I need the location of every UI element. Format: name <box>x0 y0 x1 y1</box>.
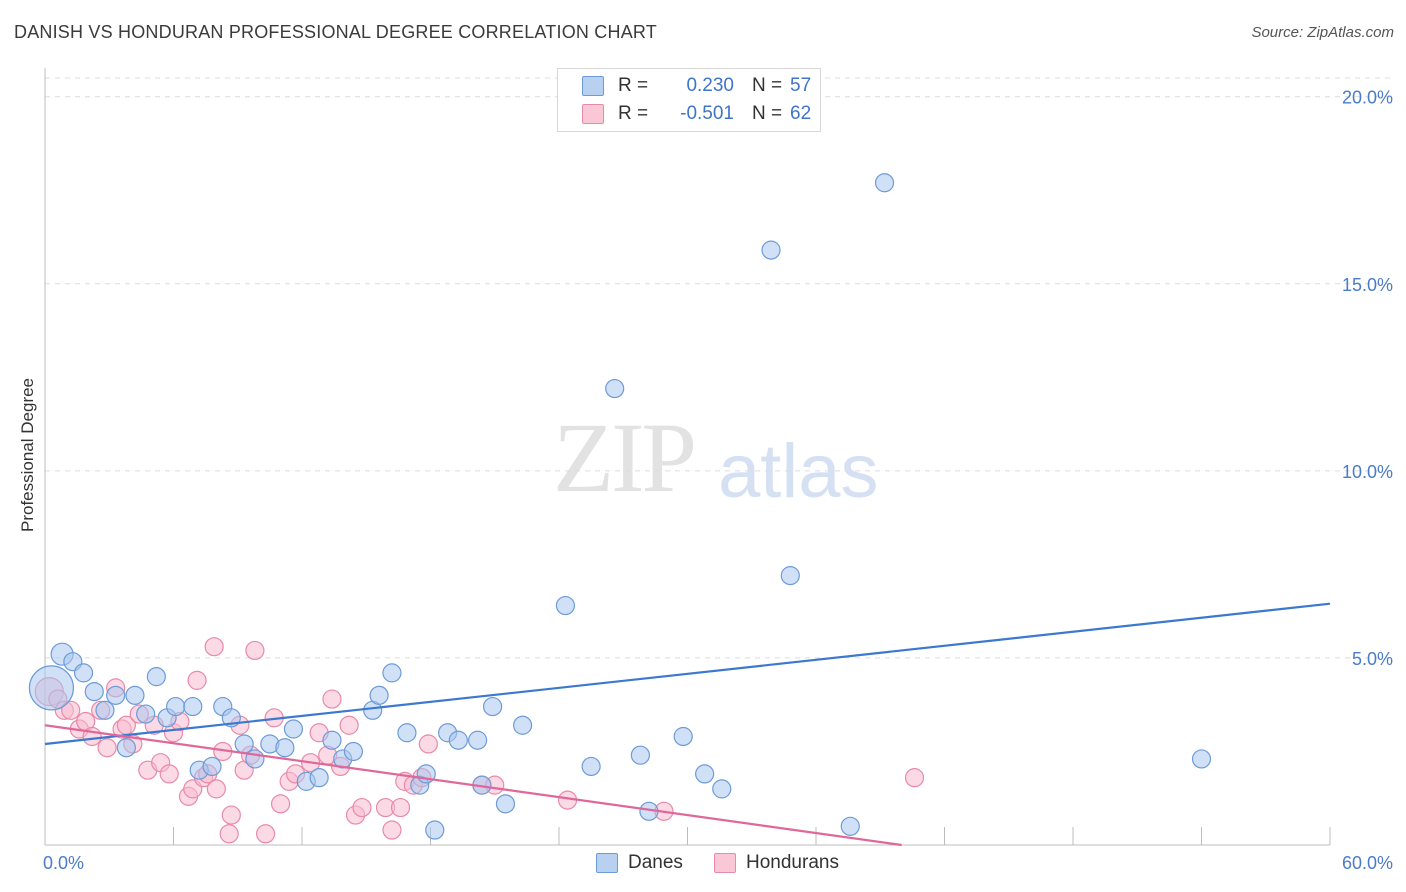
hondurans-trend-line <box>44 724 902 847</box>
danes-point <box>761 240 781 260</box>
y-tick-label: 10.0% <box>1342 462 1393 482</box>
danes-point <box>166 696 186 717</box>
hondurans-point <box>61 700 81 720</box>
danes-point <box>555 595 576 616</box>
hondurans-swatch-icon <box>582 104 604 124</box>
danes-point <box>630 745 650 765</box>
danes-point <box>369 685 389 705</box>
series-legend: Danes Hondurans <box>0 852 1406 878</box>
y-tick-label: 15.0% <box>1342 275 1393 295</box>
danes-point <box>116 738 136 758</box>
legend-row-hondurans: R = -0.501 N = 62 <box>582 102 811 126</box>
danes-point <box>234 734 254 754</box>
danes-point <box>146 667 166 687</box>
y-tick-label: 20.0% <box>1342 88 1393 108</box>
danes-point <box>309 768 329 788</box>
hondurans-point <box>245 640 265 661</box>
legend-n-label: N = <box>752 75 783 96</box>
danes-point <box>136 704 156 724</box>
danes-point <box>840 816 860 836</box>
danes-point <box>673 726 693 747</box>
danes-point <box>695 764 715 784</box>
danes-point <box>382 663 402 683</box>
x-tick-label-max: 60.0% <box>1342 853 1393 873</box>
danes-point <box>95 700 115 720</box>
watermark-atlas: atlas <box>718 429 879 514</box>
watermark-zip: ZIP <box>553 402 697 513</box>
danes-point <box>512 715 533 735</box>
legend-r-value: -0.501 <box>680 103 734 124</box>
legend-n-value: 57 <box>790 75 812 96</box>
hondurans-point <box>339 715 359 735</box>
correlation-legend: R = 0.230 N = 57 R = -0.501 N = 62 <box>557 68 821 132</box>
danes-point <box>343 741 363 762</box>
danes-point <box>425 820 445 840</box>
danes-point <box>483 696 503 717</box>
legend-row-danes: R = 0.230 N = 57 <box>582 74 811 98</box>
danes-point <box>1191 749 1212 769</box>
danes-legend-icon <box>596 853 618 873</box>
danes-point <box>202 756 222 777</box>
danes-point <box>283 719 304 739</box>
legend-r-label: R = <box>618 75 649 96</box>
danes-point <box>780 566 800 586</box>
danes-point <box>183 696 203 717</box>
hondurans-point <box>206 779 226 799</box>
hondurans-point <box>352 797 372 818</box>
danes-point <box>605 378 625 399</box>
danes-point <box>448 730 468 750</box>
hondurans-point <box>219 824 239 844</box>
danes-point <box>125 685 145 705</box>
danes-point <box>84 681 104 702</box>
danes-point <box>712 779 732 799</box>
danes-point <box>73 663 94 683</box>
legend-n-value: 62 <box>790 103 812 124</box>
hondurans-point <box>97 738 117 758</box>
source-label: Source: ZipAtlas.com <box>1251 24 1394 41</box>
chart-title: DANISH VS HONDURAN PROFESSIONAL DEGREE C… <box>14 22 657 42</box>
danes-point <box>28 665 75 711</box>
y-tick-label: 5.0% <box>1352 649 1393 669</box>
legend-r-label: R = <box>618 103 649 124</box>
legend-r-value: 0.230 <box>686 75 734 96</box>
hondurans-point <box>159 764 179 784</box>
danes-swatch-icon <box>582 76 604 96</box>
hondurans-point <box>187 670 207 690</box>
danes-legend-label: Danes <box>628 852 683 873</box>
hondurans-point <box>390 797 411 818</box>
hondurans-legend-label: Hondurans <box>746 852 839 873</box>
hondurans-point <box>255 824 276 844</box>
legend-item-hondurans[interactable]: Hondurans <box>714 852 839 874</box>
danes-trend-line <box>44 602 1331 746</box>
hondurans-point <box>221 805 241 825</box>
danes-point <box>495 794 516 814</box>
danes-point <box>275 738 295 758</box>
danes-point <box>874 173 895 193</box>
x-tick-label-min: 0.0% <box>43 853 84 873</box>
legend-item-danes[interactable]: Danes <box>596 852 683 874</box>
danes-point <box>322 730 342 750</box>
danes-point <box>581 756 601 777</box>
hondurans-point <box>382 820 402 840</box>
danes-point <box>106 685 126 705</box>
hondurans-point <box>322 689 342 709</box>
hondurans-point <box>904 768 925 788</box>
danes-point <box>468 730 488 750</box>
danes-point <box>397 723 417 743</box>
hondurans-point <box>270 794 291 814</box>
hondurans-legend-icon <box>714 853 736 873</box>
legend-n-label: N = <box>752 103 783 124</box>
hondurans-point <box>204 637 224 657</box>
hondurans-point <box>418 734 438 754</box>
